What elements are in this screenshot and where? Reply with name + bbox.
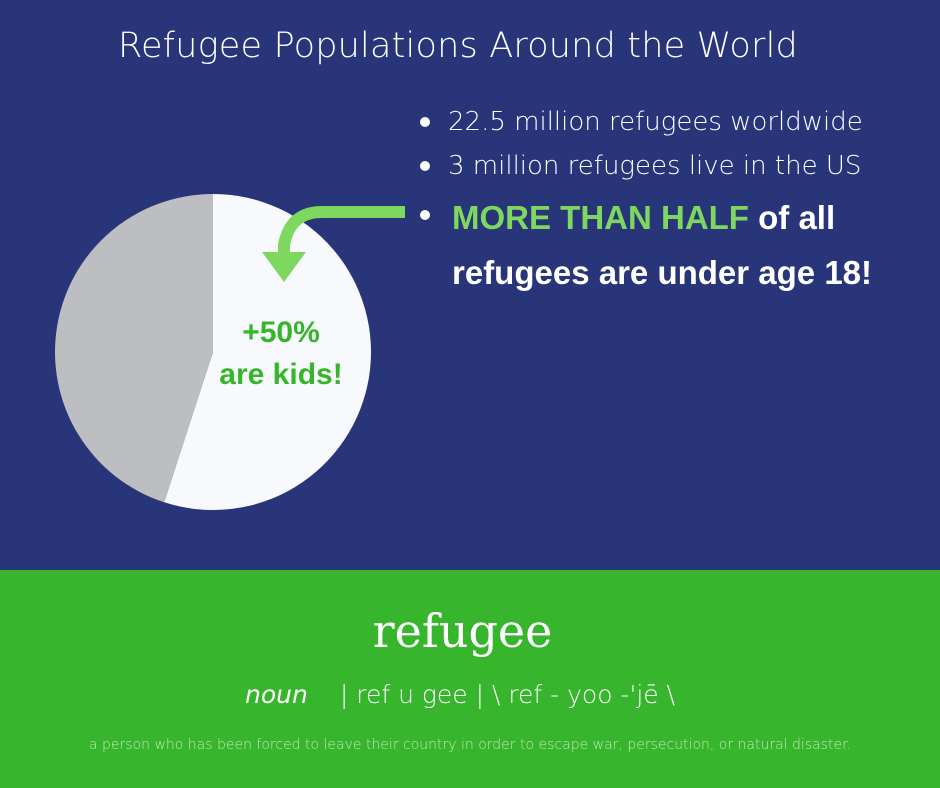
highlight-rest: of all refugees are under age 18!: [452, 199, 873, 291]
pronunciation-row: noun | ref u gee | \ ref - yoo -'jē \: [245, 680, 675, 709]
bullet-dot-icon: [420, 210, 430, 220]
definition-word: refugee: [372, 604, 553, 658]
pie-slice-kids: [164, 194, 371, 510]
highlight-emphasis: MORE THAN HALF: [452, 199, 749, 236]
page-title: Refugee Populations Around the World: [118, 26, 798, 66]
pronunciation: | ref u gee | \ ref - yoo -'jē \: [339, 680, 676, 709]
highlight-text: MORE THAN HALF of all refugees are under…: [452, 190, 872, 300]
definition-panel: [0, 570, 940, 788]
fact-text: 3 million refugees live in the US: [448, 151, 862, 181]
pie-label-percent: +50%: [242, 316, 320, 349]
pie-slice-adults: [54, 194, 213, 503]
bullet-dot-icon: [420, 161, 430, 171]
fact-item: 22.5 million refugees worldwide: [420, 100, 920, 144]
pie-chart: [54, 194, 405, 510]
bullet-dot-icon: [420, 117, 430, 127]
definition-text: a person who has been forced to leave th…: [88, 737, 852, 753]
arrow-head-icon: [262, 252, 306, 282]
fact-text: 22.5 million refugees worldwide: [448, 107, 863, 137]
fact-item: 3 million refugees live in the US: [420, 144, 920, 188]
facts-list: 22.5 million refugees worldwide 3 millio…: [420, 100, 920, 188]
pie-label-kids: are kids!: [219, 358, 343, 391]
part-of-speech: noun: [245, 680, 308, 709]
arrow-shaft-icon: [278, 206, 405, 262]
